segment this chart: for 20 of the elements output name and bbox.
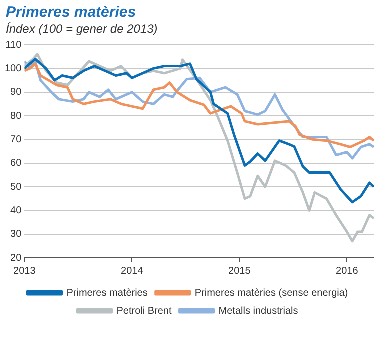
chart-title: Primeres matèries (6, 4, 138, 21)
y-tick-label: 90 (10, 87, 22, 98)
legend-label: Primeres matèries (66, 288, 148, 299)
y-tick-label: 70 (10, 134, 22, 146)
y-tick-label: 40 (10, 205, 22, 216)
y-tick-label: 110 (6, 40, 22, 51)
y-tick-label: 80 (10, 110, 22, 122)
legend-label: Metalls industrials (218, 306, 298, 317)
legend-label: Petroli Brent (116, 306, 172, 317)
y-tick-label: 30 (10, 229, 22, 240)
y-tick-label: 60 (10, 158, 22, 170)
x-tick-label: 2016 (336, 266, 359, 277)
chart-subtitle: Índex (100 = gener de 2013) (6, 22, 159, 36)
x-tick-label: 2013 (14, 266, 36, 277)
legend-label: Primeres matèries (sense energia) (194, 288, 348, 299)
x-tick-label: 2014 (121, 266, 144, 277)
y-tick-label: 20 (10, 252, 22, 264)
y-tick-label: 50 (10, 182, 22, 193)
y-tick-label: 100 (4, 63, 22, 74)
x-tick-label: 2015 (228, 266, 252, 277)
